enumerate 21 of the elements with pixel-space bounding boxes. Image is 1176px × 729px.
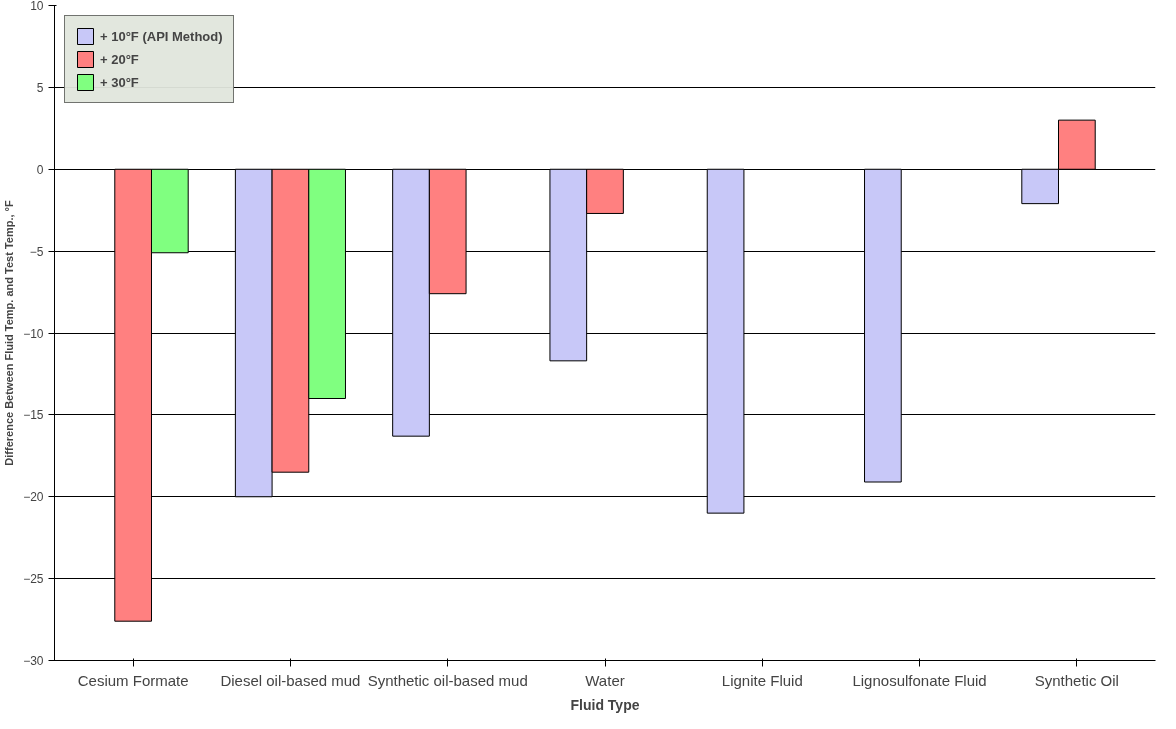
legend-label: + 10°F (API Method) (100, 28, 223, 44)
y-tick-label: −30 (23, 654, 44, 668)
x-tick-label: Water (585, 671, 625, 689)
x-tick-label: Lignosulfonate Fluid (852, 671, 987, 689)
y-tick-label: −20 (23, 490, 44, 505)
legend-label: + 30°F (100, 74, 139, 90)
legend-label: + 20°F (100, 51, 139, 67)
y-tick-label: 0 (36, 162, 44, 177)
y-tick-label: −5 (29, 244, 44, 259)
x-tick-label: Lignite Fluid (721, 671, 803, 689)
y-tick-label: −15 (23, 408, 44, 423)
x-tick-label: Diesel oil-based mud (220, 671, 361, 689)
y-tick-label: −10 (23, 326, 44, 341)
y-tick-label: 5 (36, 80, 44, 95)
x-tick-label: Cesium Formate (77, 671, 189, 689)
x-tick-label: Synthetic Oil (1034, 671, 1119, 689)
y-tick-label: −25 (23, 572, 44, 587)
y-axis-title: Difference Between Fluid Temp. and Test Temp., °F (3, 200, 16, 466)
x-tick-label: Synthetic oil-based mud (367, 671, 528, 689)
y-tick-label: 10 (30, 0, 44, 13)
x-axis-title: Fluid Type (570, 696, 640, 713)
